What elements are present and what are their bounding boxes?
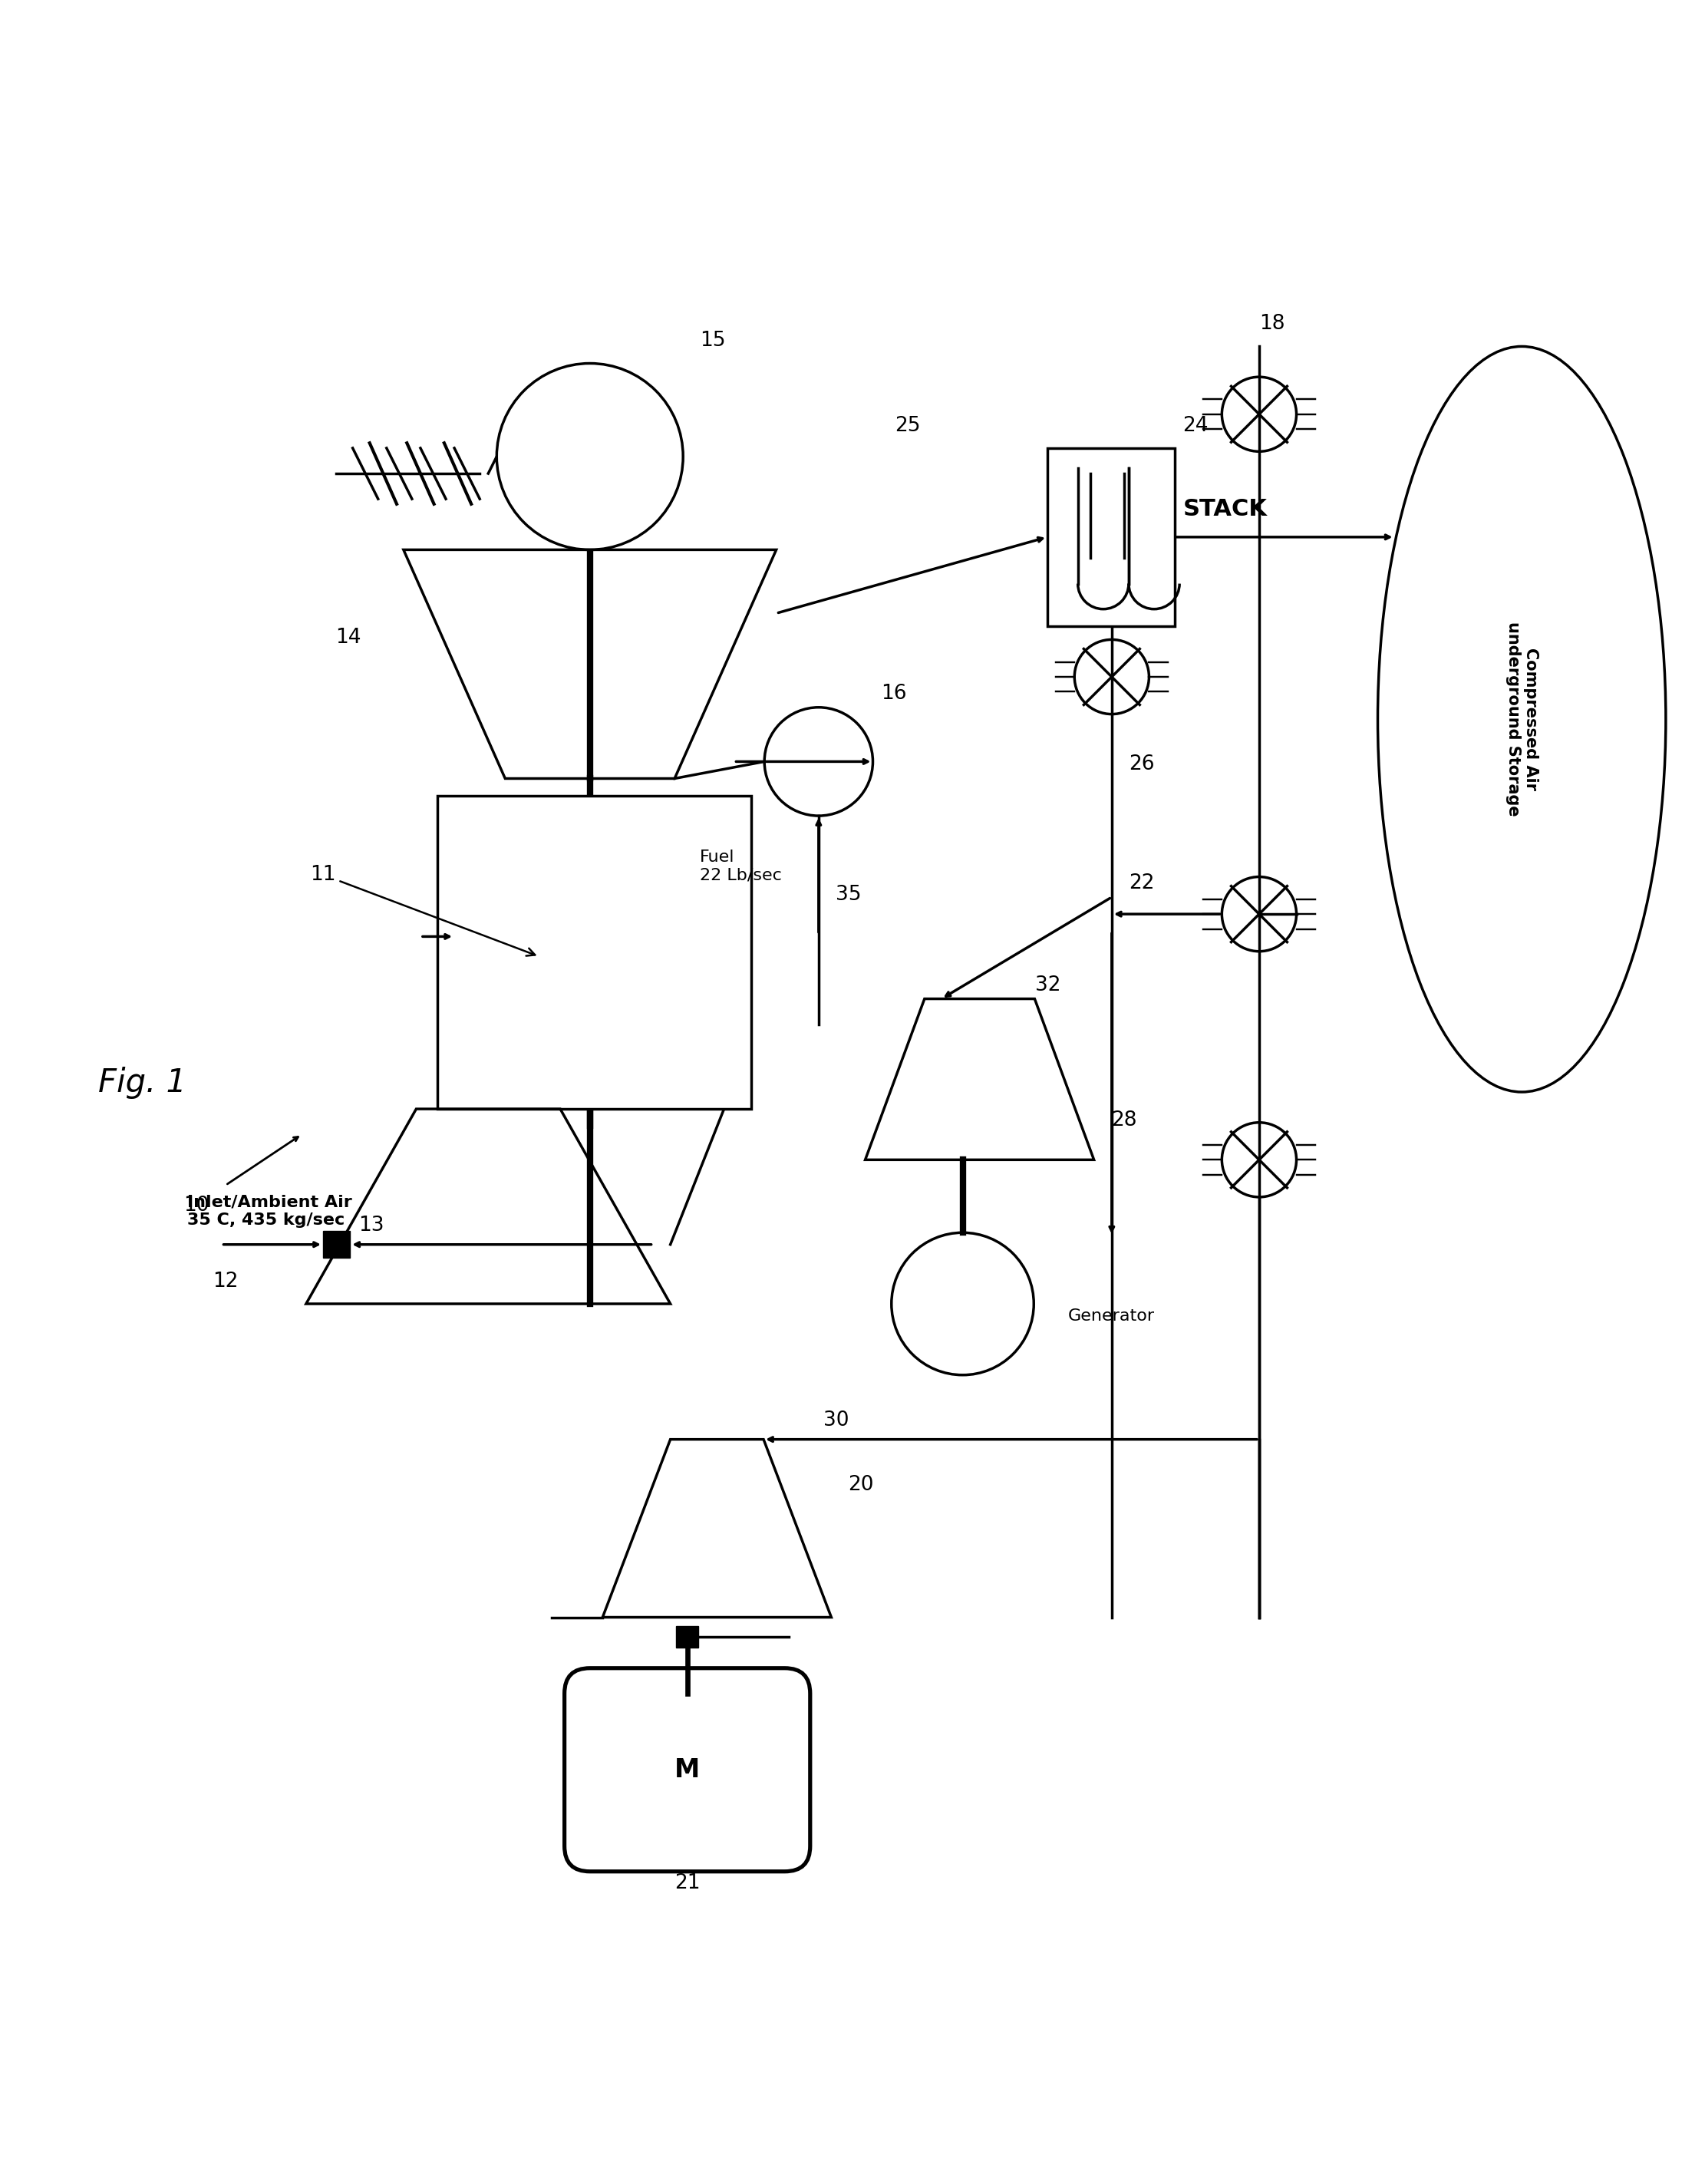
Text: Inlet/Ambient Air
35 C, 435 kg/sec: Inlet/Ambient Air 35 C, 435 kg/sec <box>188 1195 353 1227</box>
Ellipse shape <box>1378 347 1666 1092</box>
Text: 11: 11 <box>310 865 535 957</box>
Text: 20: 20 <box>849 1474 875 1494</box>
Bar <box>322 1232 350 1258</box>
Text: 21: 21 <box>675 1874 701 1894</box>
Text: STACK: STACK <box>1183 498 1267 520</box>
Circle shape <box>764 708 873 817</box>
Text: 13: 13 <box>358 1216 384 1236</box>
Text: 15: 15 <box>701 332 726 352</box>
Text: 35: 35 <box>835 885 861 904</box>
Text: 22: 22 <box>1129 874 1154 893</box>
Text: Compressed Air
underground Storage: Compressed Air underground Storage <box>1506 622 1538 817</box>
Circle shape <box>892 1232 1033 1376</box>
Text: 28: 28 <box>1112 1109 1137 1131</box>
Text: 32: 32 <box>1035 974 1061 996</box>
Text: 10: 10 <box>182 1195 210 1214</box>
Circle shape <box>496 363 684 550</box>
Text: 26: 26 <box>1129 756 1154 775</box>
Text: Fig. 1: Fig. 1 <box>99 1066 188 1099</box>
Bar <box>677 1625 699 1647</box>
FancyBboxPatch shape <box>564 1669 810 1872</box>
Text: 30: 30 <box>824 1411 849 1431</box>
Text: M: M <box>675 1758 701 1782</box>
Text: Fuel
22 Lb/sec: Fuel 22 Lb/sec <box>701 850 783 882</box>
Bar <box>1047 448 1175 627</box>
Bar <box>438 795 750 1109</box>
Text: 16: 16 <box>881 684 907 703</box>
Text: 14: 14 <box>336 627 361 649</box>
Text: 12: 12 <box>213 1271 239 1291</box>
Text: 24: 24 <box>1183 415 1209 437</box>
Text: 18: 18 <box>1258 314 1286 334</box>
Text: 25: 25 <box>895 415 921 437</box>
Text: Generator: Generator <box>1067 1308 1154 1324</box>
